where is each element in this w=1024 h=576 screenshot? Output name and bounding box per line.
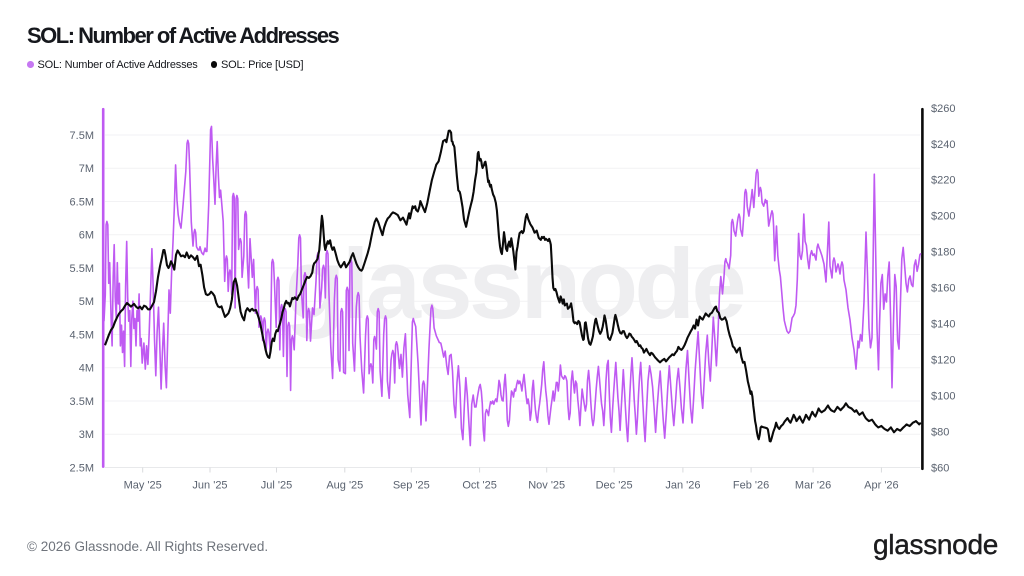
svg-text:$260: $260 bbox=[931, 103, 955, 115]
svg-text:$240: $240 bbox=[931, 139, 955, 151]
svg-text:Oct '25: Oct '25 bbox=[462, 480, 497, 492]
svg-text:$120: $120 bbox=[931, 355, 955, 367]
svg-text:4M: 4M bbox=[79, 363, 94, 375]
svg-text:$160: $160 bbox=[931, 283, 955, 295]
svg-text:$80: $80 bbox=[931, 426, 949, 438]
svg-text:Jan '26: Jan '26 bbox=[665, 480, 700, 492]
svg-text:Dec '25: Dec '25 bbox=[596, 480, 633, 492]
svg-text:5M: 5M bbox=[79, 296, 94, 308]
svg-text:Apr '26: Apr '26 bbox=[864, 480, 899, 492]
svg-text:Jul '25: Jul '25 bbox=[261, 480, 292, 492]
svg-text:$60: $60 bbox=[931, 462, 949, 474]
svg-text:$220: $220 bbox=[931, 175, 955, 187]
svg-text:4.5M: 4.5M bbox=[70, 329, 94, 341]
svg-text:6M: 6M bbox=[79, 230, 94, 242]
svg-text:3.5M: 3.5M bbox=[70, 396, 94, 408]
svg-text:$100: $100 bbox=[931, 390, 955, 402]
svg-text:7.5M: 7.5M bbox=[70, 130, 94, 142]
svg-text:Aug '25: Aug '25 bbox=[326, 480, 363, 492]
svg-text:$200: $200 bbox=[931, 211, 955, 223]
svg-text:$180: $180 bbox=[931, 247, 955, 259]
svg-text:2.5M: 2.5M bbox=[70, 462, 94, 474]
svg-text:6.5M: 6.5M bbox=[70, 196, 94, 208]
svg-text:glassnode: glassnode bbox=[285, 228, 744, 339]
svg-text:3M: 3M bbox=[79, 429, 94, 441]
svg-text:Sep '25: Sep '25 bbox=[393, 480, 430, 492]
svg-text:Jun '25: Jun '25 bbox=[192, 480, 227, 492]
svg-text:Nov '25: Nov '25 bbox=[528, 480, 565, 492]
svg-text:5.5M: 5.5M bbox=[70, 263, 94, 275]
svg-text:May '25: May '25 bbox=[124, 480, 162, 492]
svg-text:Mar '26: Mar '26 bbox=[795, 480, 831, 492]
svg-text:Feb '26: Feb '26 bbox=[733, 480, 769, 492]
svg-text:7M: 7M bbox=[79, 163, 94, 175]
svg-text:$140: $140 bbox=[931, 319, 955, 331]
